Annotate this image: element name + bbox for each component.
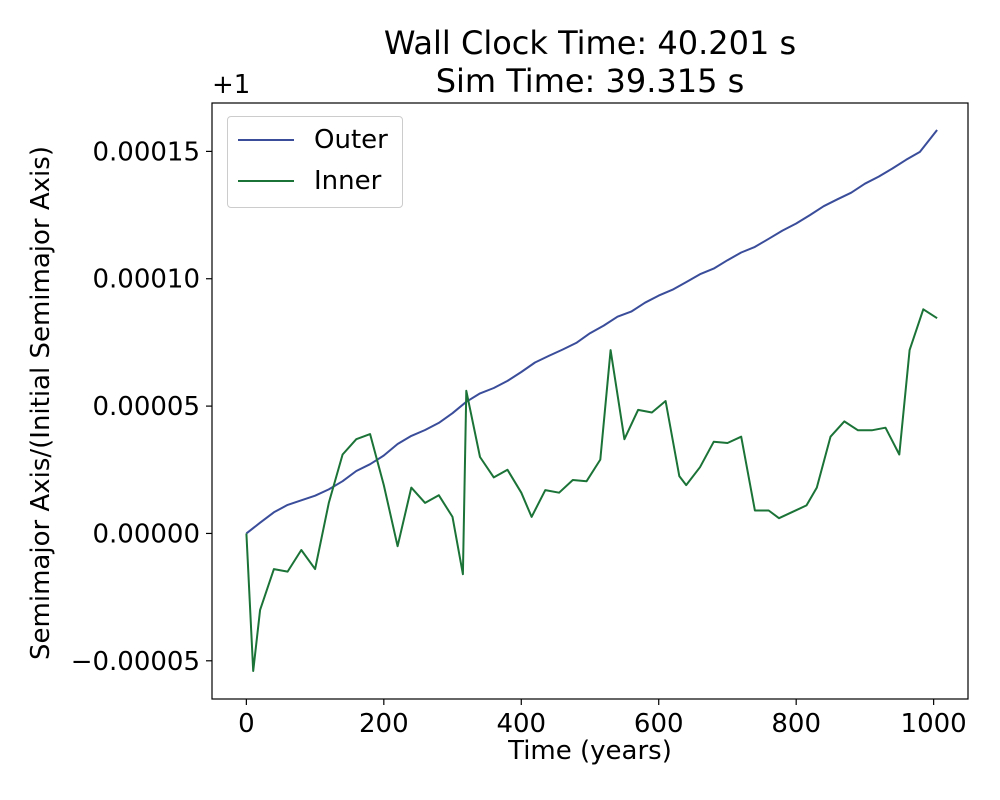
x-axis-label: Time (years) (508, 736, 672, 766)
y-axis: −0.00005 0.00000 0.00005 0.00010 0.00015 (71, 137, 212, 677)
x-tick-label: 200 (359, 709, 409, 739)
series-line-inner (245, 308, 938, 672)
plot-lines (245, 129, 938, 672)
x-tick-label: 400 (496, 709, 546, 739)
y-tick-label: 0.00015 (92, 137, 200, 167)
legend: Outer Inner (227, 116, 403, 208)
legend-label-inner: Inner (314, 166, 382, 196)
y-axis-label: Semimajor Axis/(Initial Semimajor Axis) (26, 146, 56, 660)
y-tick-label: −0.00005 (71, 647, 200, 677)
y-tick-label: 0.00000 (92, 519, 200, 549)
legend-swatch-inner (238, 180, 294, 182)
y-axis-offset-label: +1 (212, 70, 251, 100)
legend-item-outer: Outer (238, 125, 388, 155)
plot-frame (211, 102, 969, 700)
series-line-outer (245, 129, 938, 535)
x-tick-label: 1000 (901, 709, 967, 739)
legend-label-outer: Outer (314, 125, 388, 155)
x-axis: 0 200 400 600 800 1000 (238, 699, 967, 739)
x-tick-label: 0 (238, 709, 255, 739)
legend-swatch-outer (238, 139, 294, 141)
y-tick-label: 0.00010 (92, 265, 200, 295)
legend-item-inner: Inner (238, 166, 381, 196)
chart-title: Wall Clock Time: 40.201 s (383, 24, 797, 62)
chart-subtitle: Sim Time: 39.315 s (435, 62, 745, 100)
y-tick-label: 0.00005 (92, 392, 200, 422)
x-tick-label: 800 (771, 709, 821, 739)
x-tick-label: 600 (634, 709, 684, 739)
